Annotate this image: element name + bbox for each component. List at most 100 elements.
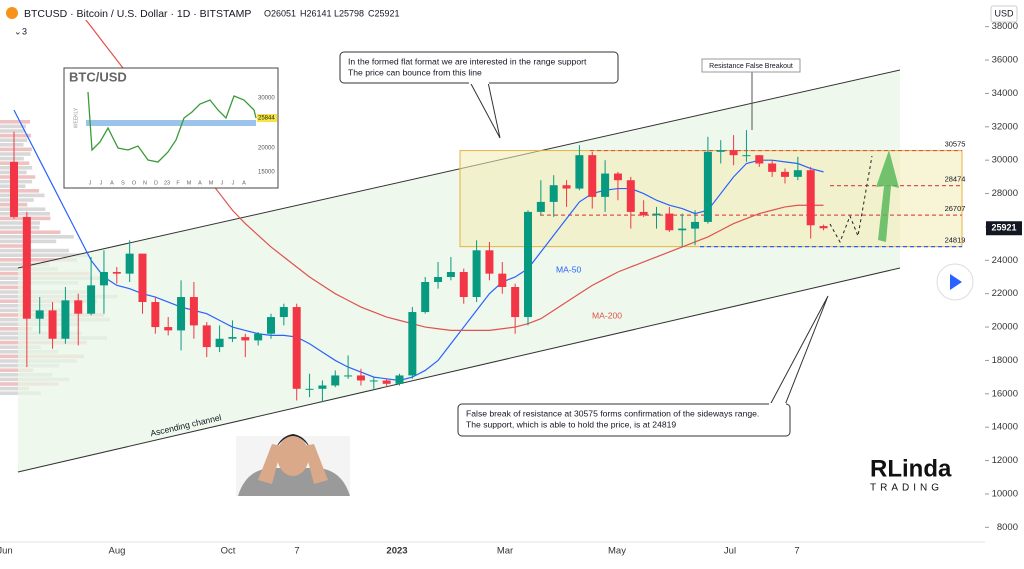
inset-month: N [143,180,147,186]
profile-bar [0,368,34,372]
inset-month: M [209,180,214,186]
profile-bar [0,225,40,230]
inset-month: J [100,180,103,186]
candle-body [74,300,83,314]
x-tick-label: Mar [497,546,513,557]
inset-month: A [198,180,202,186]
ohlc: L25798 [334,8,364,18]
candle-body [755,155,764,164]
resistance-label: Resistance False Breakout [709,63,793,70]
y-tick-label: 36000 [992,55,1018,66]
symbol: BTCUSD · Bitcoin / U.S. Dollar · 1D · BI… [24,8,251,20]
candle-body [639,211,648,216]
candle-body [61,300,70,339]
candle-body [742,155,751,157]
inset-month: F [176,180,180,186]
callout-join [769,403,786,406]
y-tick-label: 18000 [992,355,1018,366]
candle-body [575,155,584,189]
profile-bar [0,156,24,161]
inset-month: A [110,180,114,186]
candle-body [279,307,288,318]
candle-body [189,297,198,326]
inset-month: S [121,180,125,186]
candle-body [626,180,635,212]
candle-body [781,171,789,177]
profile-bar [0,120,30,124]
candle-body [511,287,520,318]
candle-body [691,221,700,229]
up-arrow [876,150,899,242]
candle-body [292,307,301,389]
inset-y-label: 30000 [258,96,275,102]
x-tick-label: Aug [109,546,126,557]
x-tick-label: 7 [294,546,299,557]
inset-y-label: 25844 [258,116,275,122]
candle-body [87,285,96,314]
inset-months: J J A S O N D 23 F M A M J J A [89,180,247,186]
inset-month: J [232,180,235,186]
candle-body [164,327,173,331]
profile-bar [0,193,45,198]
inset-price [87,91,257,163]
inset-month: J [89,180,92,186]
candle-body [678,228,687,231]
profile-bar [0,253,89,257]
candle-body [305,388,314,390]
level-label: 28474 [945,175,966,184]
inset-y-label: 20000 [258,146,275,152]
profile-bar [0,124,26,129]
ma50-label: MA-50 [556,264,582,274]
profile-bar [0,129,26,133]
inset-price-tag [257,114,277,122]
inset-period: WEEKLY [73,107,79,128]
candle-body [99,271,108,286]
x-tick-label: Jun [0,546,13,557]
play-icon[interactable] [950,274,962,290]
candle-body [806,170,815,226]
candle-body [254,333,263,341]
forecast-path [829,155,873,244]
profile-bar [0,235,74,239]
y-tick-label: 20000 [992,322,1018,333]
inset-month: D [154,180,158,186]
channel-upper [17,69,901,269]
candle-body [408,312,417,376]
inset [63,67,279,189]
ma200-label: MA-200 [592,310,622,320]
candle-body [10,161,18,217]
ohlc: H26141 [300,8,332,18]
candle-body [228,337,237,339]
profile-bar [0,152,31,156]
x-axis: Jun Aug Oct 7 2023 Mar May Jul 7 [0,546,800,557]
y-tick-label: 28000 [992,188,1018,199]
profile-bar [0,133,32,138]
candle-body [498,273,507,288]
candle-body [344,375,353,377]
y-tick-label: 32000 [992,121,1018,132]
y-tick-label: 22000 [992,288,1018,299]
candle-body [395,375,404,384]
currency-box[interactable] [990,5,1018,23]
candle-body [369,380,378,382]
callout-text: The price can bounce from this line [348,67,482,77]
candle-body [459,271,468,298]
candle-body [35,310,44,319]
callout-text: In the formed flat format we are interes… [348,56,587,66]
candle-body [485,250,494,274]
indicator-count[interactable]: 3 [22,26,27,36]
inset-month: A [242,180,246,186]
currency[interactable]: USD [994,8,1014,18]
ohlc: O26051 [264,8,296,18]
candle-body [613,173,622,181]
profile-bar [0,212,51,216]
candle-body [382,380,391,384]
y-axis: 8000 10000 12000 14000 16000 18000 20000 22000 2… [985,21,1022,533]
inset-month: M [187,180,192,186]
candle-body [588,155,597,197]
candle-body [703,151,712,222]
profile-bar [0,207,46,211]
indicator-toggle[interactable]: ⌄ [14,26,22,36]
candle-body [819,226,828,229]
y-tick-label: 34000 [992,88,1018,99]
